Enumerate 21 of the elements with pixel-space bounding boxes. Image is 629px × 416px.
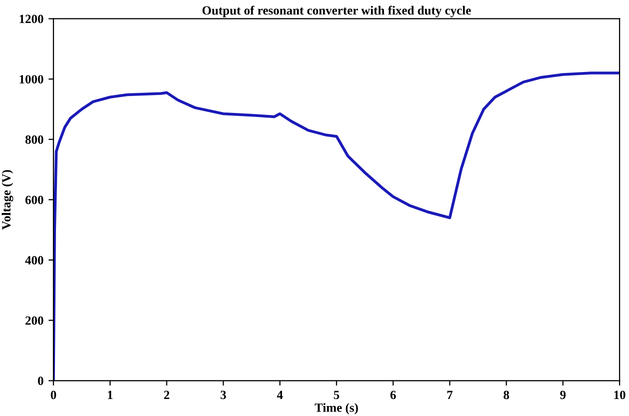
y-tick-label: 200 bbox=[26, 316, 44, 325]
y-tick-label: 1000 bbox=[20, 75, 44, 84]
x-axis-title: Time (s) bbox=[314, 403, 358, 414]
y-tick-label: 0 bbox=[38, 376, 44, 386]
y-tick-label: 400 bbox=[25, 256, 44, 264]
x-tick-label: 2 bbox=[164, 390, 170, 400]
x-tick-label: 5 bbox=[334, 390, 340, 400]
y-tick-label: 1200 bbox=[20, 14, 44, 24]
x-tick-label: 3 bbox=[220, 390, 226, 400]
y-axis-title: Voltage (V) bbox=[2, 170, 14, 230]
x-tick-label: 6 bbox=[390, 390, 396, 400]
y-tick-label: 800 bbox=[25, 135, 44, 144]
x-tick-label: 0 bbox=[50, 390, 56, 400]
x-tick-label: 1 bbox=[108, 390, 113, 400]
x-tick-label: 4 bbox=[276, 390, 283, 400]
chart-title: Output of resonant converter with fixed duty cycle bbox=[202, 6, 471, 18]
x-tick-label: 10 bbox=[614, 390, 626, 400]
x-tick-label: 9 bbox=[560, 390, 566, 400]
x-tick-label: 7 bbox=[447, 390, 453, 400]
y-tick-label: 600 bbox=[25, 196, 44, 204]
x-tick-label: 8 bbox=[504, 390, 510, 400]
